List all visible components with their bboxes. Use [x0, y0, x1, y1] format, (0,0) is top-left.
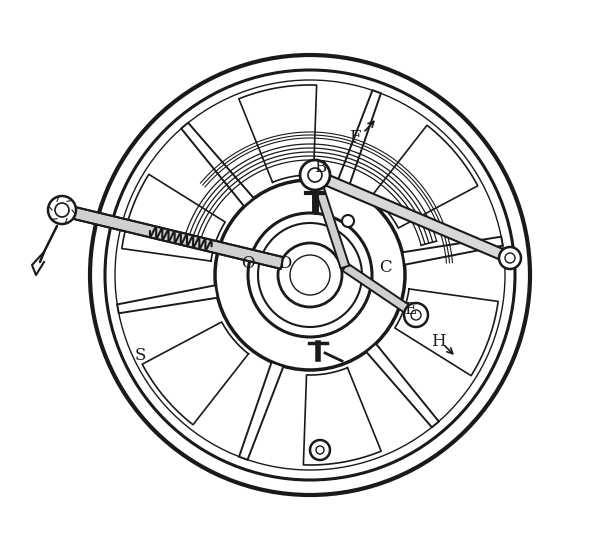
- Polygon shape: [181, 123, 254, 206]
- Circle shape: [278, 243, 342, 307]
- Polygon shape: [311, 174, 349, 269]
- Circle shape: [300, 160, 330, 190]
- Polygon shape: [61, 204, 283, 269]
- Circle shape: [342, 215, 354, 227]
- Circle shape: [310, 440, 330, 460]
- Circle shape: [499, 247, 521, 269]
- Text: B: B: [314, 158, 326, 175]
- Text: E: E: [404, 302, 416, 319]
- Polygon shape: [403, 237, 503, 265]
- Polygon shape: [343, 263, 419, 319]
- Polygon shape: [337, 90, 381, 188]
- Text: D: D: [278, 254, 292, 271]
- Text: C: C: [379, 259, 391, 276]
- Polygon shape: [239, 362, 283, 460]
- Polygon shape: [117, 285, 218, 313]
- Polygon shape: [313, 170, 512, 263]
- Text: F: F: [349, 130, 361, 147]
- Polygon shape: [366, 344, 439, 427]
- Circle shape: [404, 303, 428, 327]
- Circle shape: [48, 196, 76, 224]
- Text: H: H: [431, 334, 445, 351]
- Text: O: O: [241, 254, 255, 271]
- Text: S: S: [134, 346, 146, 364]
